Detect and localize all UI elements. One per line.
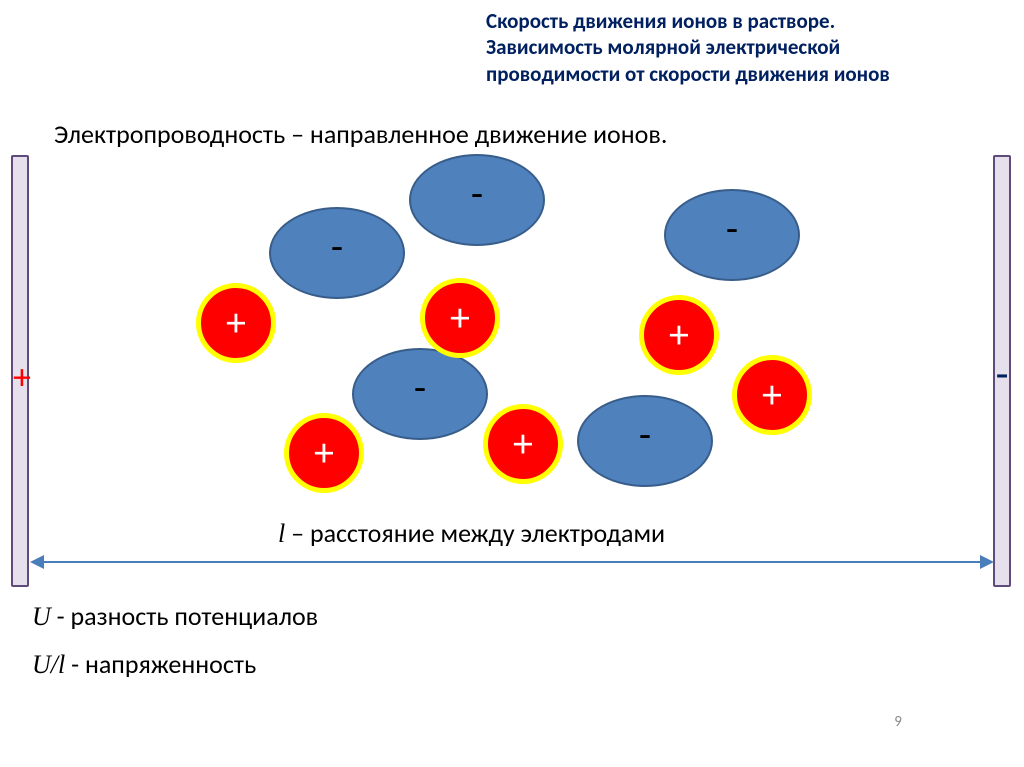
title-line-3: проводимости от скорости движения ионов [486,61,890,87]
cation-4: + [483,404,563,484]
anion-label: - [639,415,651,455]
cation-5: + [639,295,719,375]
electrode-right-sign: - [995,349,1009,400]
distance-arrow-right [980,555,994,569]
cation-label: + [762,375,782,415]
cation-1: + [196,283,276,363]
anion-2: - [409,154,545,246]
def-ul-symbol: U/l [32,650,65,679]
definition-u: U - разность потенциалов [32,600,318,634]
cation-3: + [284,413,364,493]
distance-label: l – расстояние между электродами [278,517,665,551]
distance-line [40,561,984,563]
cation-2: + [420,278,500,358]
def-u-text: - разность потенциалов [51,600,318,632]
anion-1: - [269,207,405,299]
anion-5: - [577,395,713,487]
slide-title: Скорость движения ионов в растворе. Зави… [486,8,890,87]
anion-label: - [471,174,483,214]
cation-label: + [450,298,470,338]
title-line-1: Скорость движения ионов в растворе. [486,8,835,34]
cation-label: + [669,315,689,355]
cation-6: + [732,355,812,435]
electrode-right: - [993,155,1011,587]
def-ul-text: - напряженность [65,648,256,680]
electrode-left-sign: + [13,355,27,399]
intro-text: Электропроводность – направленное движен… [54,118,667,152]
cation-label: + [226,303,246,343]
anion-label: - [414,368,426,408]
anion-4: - [352,348,488,440]
title-line-2: Зависимость молярной электрической [486,34,840,60]
cation-label: + [314,433,334,473]
anion-label: - [331,227,343,267]
def-u-symbol: U [32,602,51,631]
electrode-left: + [11,155,29,587]
distance-label-rest: – расстояние между электродами [285,517,665,549]
anion-3: - [664,189,800,281]
anion-label: - [726,209,738,249]
cation-label: + [513,424,533,464]
definition-ul: U/l - напряженность [32,648,256,682]
page-number: 9 [878,713,918,731]
distance-arrow-left [30,555,44,569]
